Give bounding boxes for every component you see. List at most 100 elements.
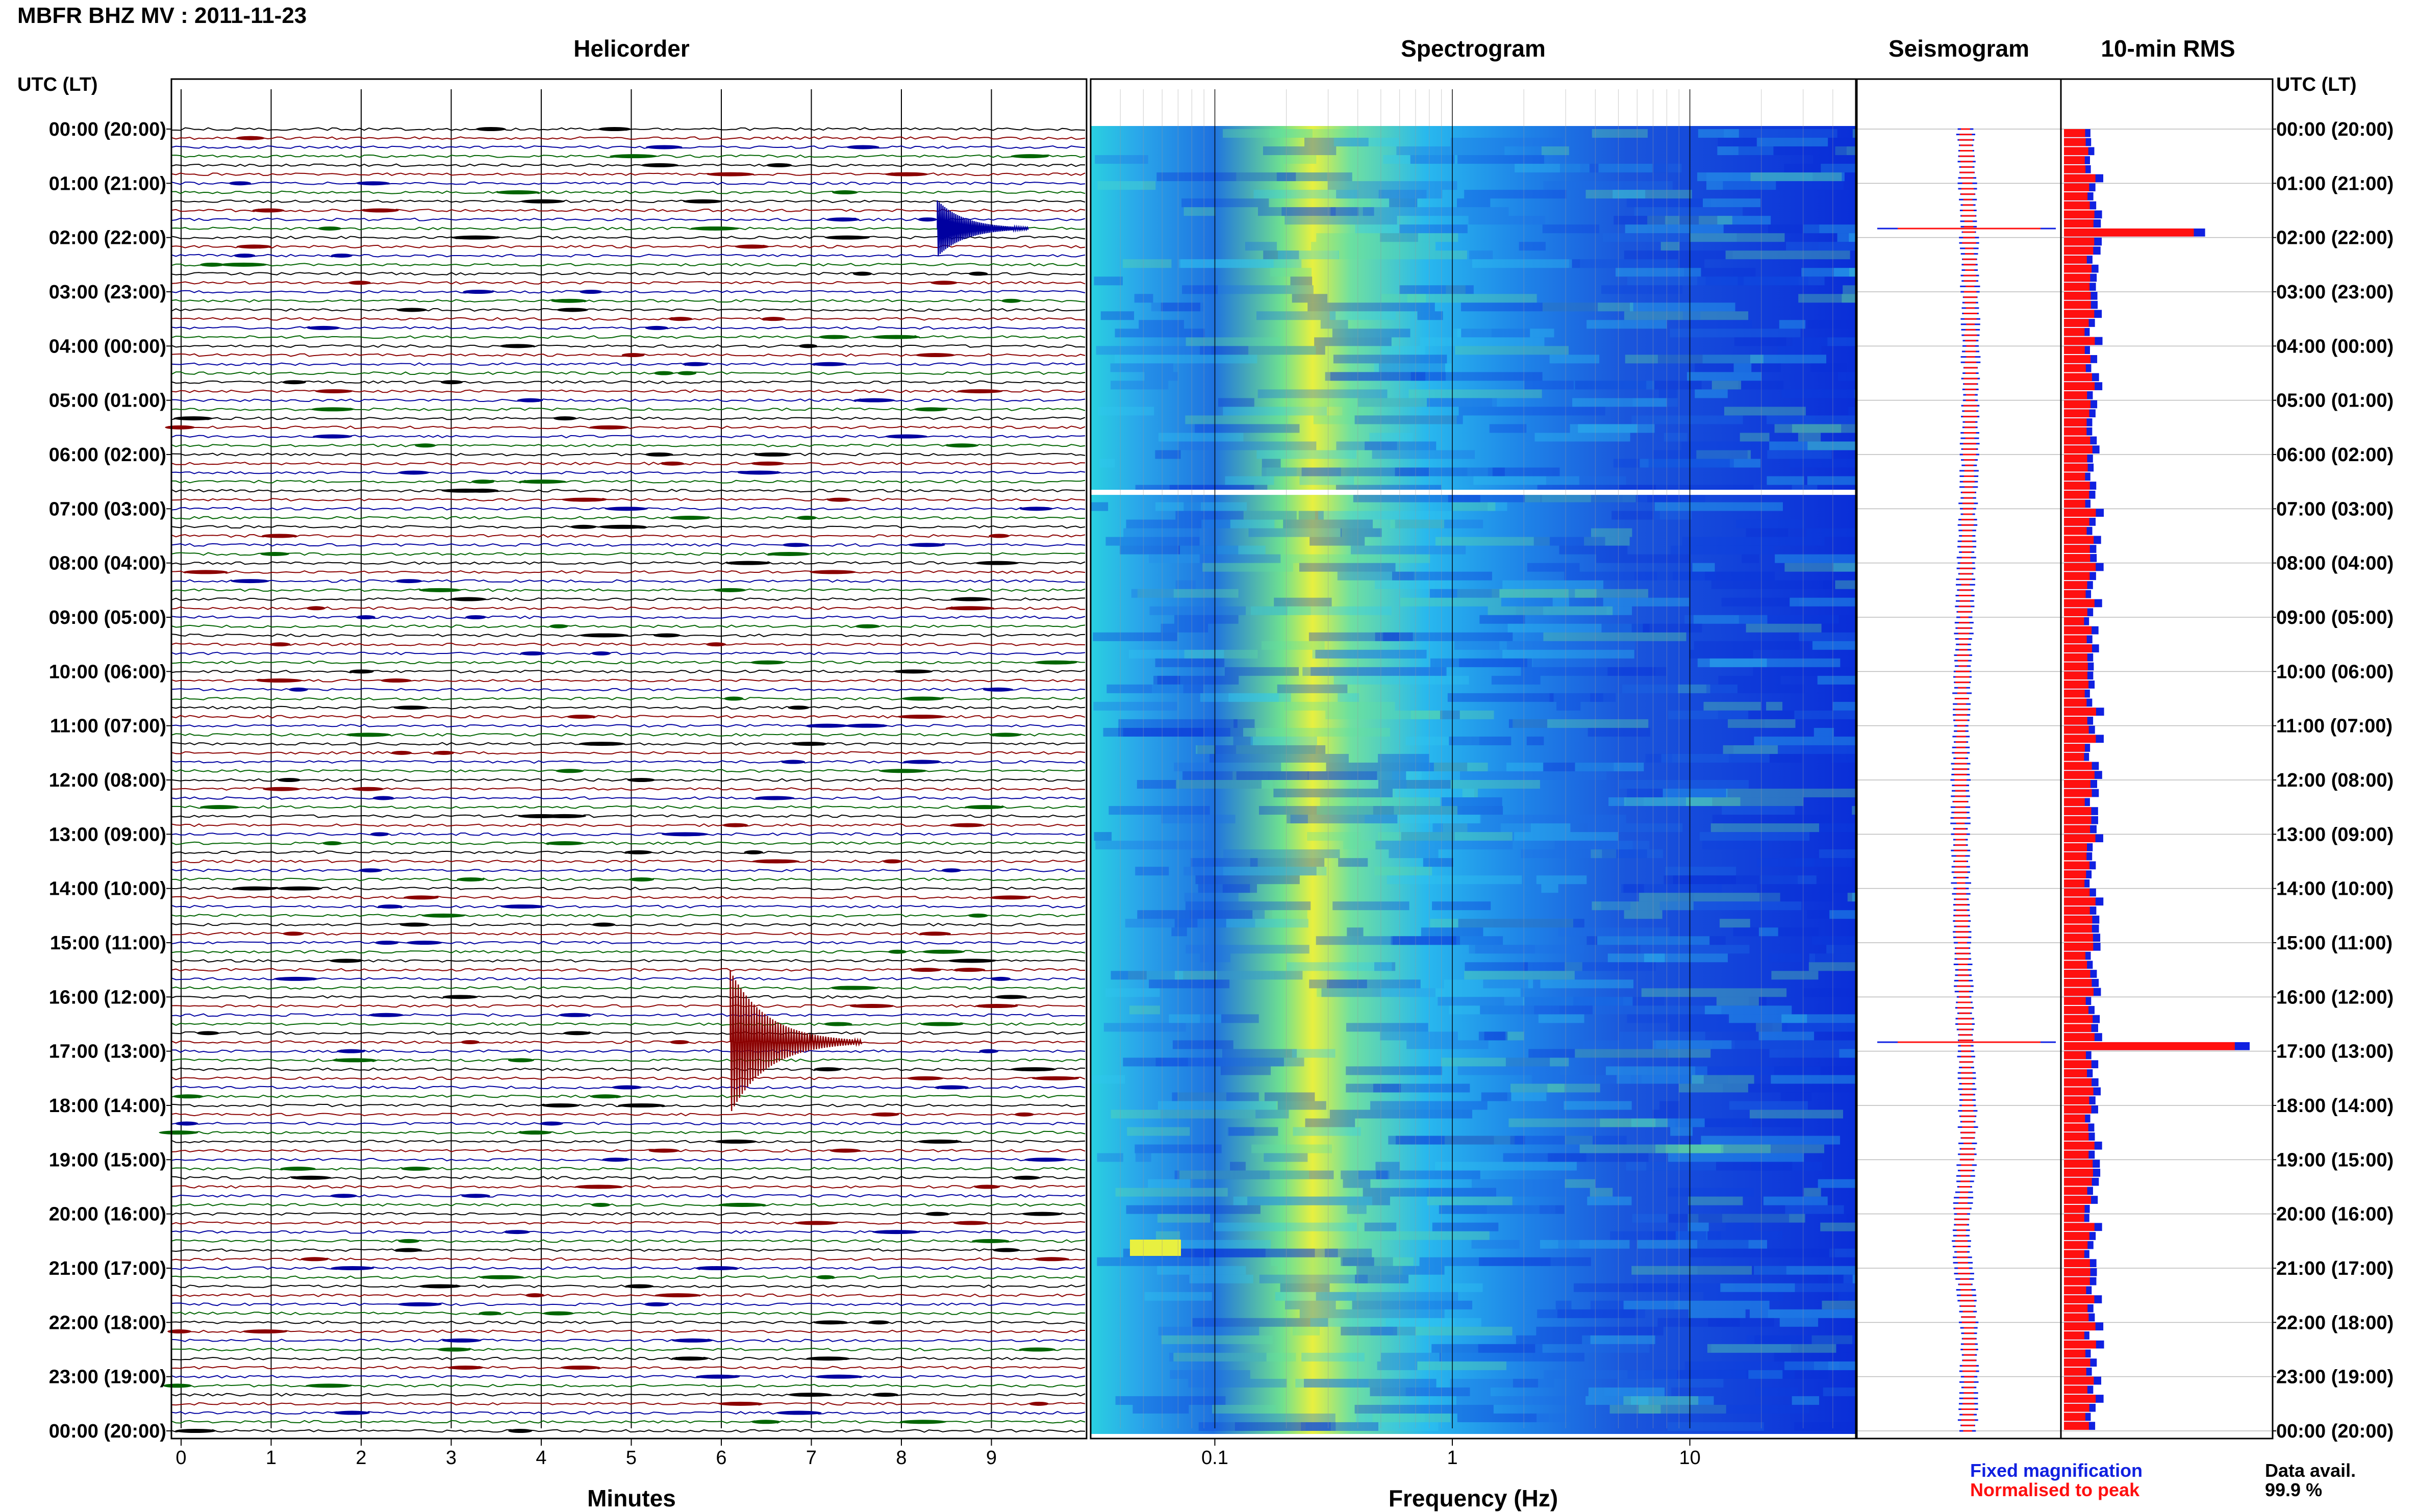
spectrogram-cell xyxy=(1320,320,1348,329)
spectrogram-cell xyxy=(1472,259,1572,268)
spectrogram-cell xyxy=(1803,224,1856,234)
spectrogram-cell xyxy=(1819,849,1856,859)
rms-bar-normalised xyxy=(2064,825,2090,834)
helicorder-trace xyxy=(171,1293,1086,1297)
spectrogram-cell xyxy=(1281,207,1374,216)
time-label-left: 00:00 (20:00) xyxy=(49,1421,166,1442)
helicorder-trace xyxy=(171,290,1086,294)
spectrogram-cell xyxy=(1540,1240,1630,1249)
spectrogram-cell xyxy=(1256,450,1357,459)
spectrogram-cell xyxy=(1194,867,1223,876)
spectrogram-cell xyxy=(1631,1118,1705,1127)
spectrogram-cell xyxy=(1854,389,1856,398)
spectrogram-cell xyxy=(1657,1318,1774,1327)
spectrogram-cell xyxy=(1481,1092,1512,1101)
rms-bar-normalised xyxy=(2064,373,2092,382)
time-label-left: 17:00 (13:00) xyxy=(49,1041,166,1063)
trace-burst xyxy=(475,127,506,131)
helicorder-trace xyxy=(171,1284,1086,1289)
spectrogram-cell xyxy=(1624,250,1733,260)
spectrogram-cell xyxy=(1502,580,1604,589)
spectrogram-cell xyxy=(1212,1404,1276,1414)
spectrogram-cell xyxy=(1354,198,1371,208)
spectrogram-cell xyxy=(1601,623,1650,633)
trace-burst xyxy=(625,1284,654,1289)
spectrogram-cell xyxy=(1802,988,1856,997)
spectrogram-cell xyxy=(1184,649,1258,659)
spectrogram-cell xyxy=(1507,1092,1547,1101)
spectrogram-cell xyxy=(1829,910,1856,919)
trace-burst xyxy=(1022,1212,1063,1216)
spectrogram-cell xyxy=(1155,658,1225,667)
spectrogram-cell xyxy=(1270,1257,1414,1266)
helicorder-trace xyxy=(171,516,1086,520)
spectrogram-cell xyxy=(1100,311,1135,320)
spectrogram-cell xyxy=(1432,823,1531,833)
trace-burst xyxy=(827,497,852,502)
helicorder-trace xyxy=(171,1149,1086,1153)
rms-bar-normalised xyxy=(2064,310,2095,318)
spectrogram-cell xyxy=(1723,823,1856,833)
spectrogram-cell xyxy=(1670,1127,1693,1136)
trace-burst xyxy=(574,1185,623,1189)
trace-burst xyxy=(610,154,658,159)
spectrogram-cell xyxy=(1450,1283,1483,1292)
trace-burst xyxy=(901,696,944,701)
spectrogram-cell xyxy=(1420,337,1545,346)
rms-bar-normalised xyxy=(2064,771,2095,779)
spectrogram-cell xyxy=(1630,303,1735,312)
trace-burst xyxy=(591,651,611,656)
spectrogram-cell xyxy=(1236,172,1327,182)
spectrogram-cell xyxy=(1201,519,1275,528)
helicorder-trace xyxy=(171,561,1086,565)
rms-bar-normalised xyxy=(2064,273,2090,282)
spectrogram-cell xyxy=(1305,1118,1355,1127)
trace-burst xyxy=(1034,1257,1070,1262)
spectrogram-cell xyxy=(1575,1049,1711,1058)
spectrogram-cell xyxy=(1457,329,1492,338)
rms-bar-normalised xyxy=(2064,1313,2089,1322)
spectrogram-cell xyxy=(1543,181,1673,190)
spectrogram-cell xyxy=(1332,901,1409,911)
spectrogram-cell xyxy=(1757,884,1856,893)
rms-bar-normalised xyxy=(2064,1150,2089,1159)
spectrogram-cell xyxy=(1337,571,1414,581)
spectrogram-cell xyxy=(1679,1083,1748,1093)
spectrogram-cell xyxy=(1798,1344,1856,1353)
spectrogram-cell xyxy=(1471,1240,1520,1249)
trace-burst xyxy=(755,796,795,800)
spectrogram-cell xyxy=(1375,1162,1400,1171)
helicorder-trace xyxy=(171,136,1086,140)
trace-burst xyxy=(897,714,946,719)
spectrogram-cell xyxy=(1284,701,1395,711)
spectrogram-cell xyxy=(1784,1361,1856,1370)
frequency-tick-label: 0.1 xyxy=(1201,1447,1228,1469)
trace-burst xyxy=(735,244,770,249)
spectrogram-cell xyxy=(1729,753,1802,763)
trace-burst xyxy=(612,1085,642,1090)
rms-bar-normalised xyxy=(2064,1015,2093,1023)
spectrogram-cell xyxy=(1644,953,1665,963)
spectrogram-cell xyxy=(1272,910,1307,919)
trace-burst xyxy=(628,877,654,881)
trace-burst xyxy=(922,949,965,954)
spectrogram-cell xyxy=(1601,901,1631,911)
spectrogram-cell xyxy=(1192,1318,1328,1327)
spectrogram-cell xyxy=(1313,415,1457,424)
spectrogram-cell xyxy=(1372,1413,1451,1422)
spectrogram-cell xyxy=(1626,198,1711,208)
helicorder-trace xyxy=(171,317,1086,321)
spectrogram-cell xyxy=(1263,250,1299,260)
spectrogram-cell xyxy=(1431,1344,1535,1353)
spectrogram-cell xyxy=(1405,736,1479,745)
spectrogram-cell xyxy=(1309,537,1365,546)
rms-bar-normalised xyxy=(2064,129,2085,137)
spectrogram-cell xyxy=(1681,441,1769,450)
spectrogram-cell xyxy=(1617,1075,1704,1084)
rms-bar-normalised xyxy=(2064,1078,2092,1087)
spectrogram-cell xyxy=(1821,164,1856,173)
trace-burst xyxy=(885,434,927,439)
trace-burst xyxy=(954,968,986,972)
spectrogram-cell xyxy=(1623,1300,1770,1309)
spectrogram-cell xyxy=(1588,727,1650,737)
